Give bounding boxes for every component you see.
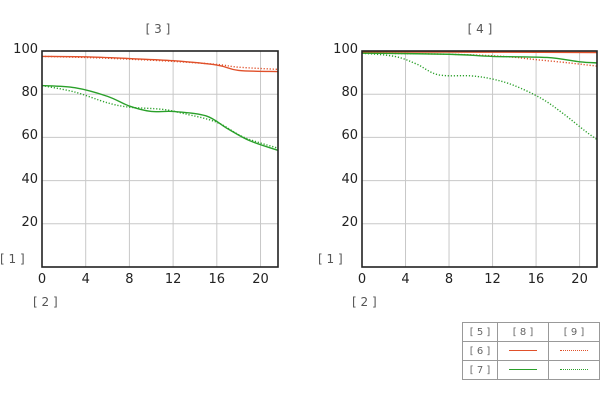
x-tick-label: 12 [164,272,182,287]
series-line [361,51,598,54]
series-line [41,84,279,149]
legend-header-cell: [ 9 ] [548,322,600,342]
y-tick-label: 100 [333,42,358,57]
legend-row-label: [ 6 ] [462,341,498,361]
series-line [361,52,598,64]
red-solid-swatch-icon [509,350,537,351]
x-tick-label: 4 [401,272,410,287]
y-tick-label: 60 [341,128,358,144]
plot-frame [361,50,598,268]
x-tick-label: 16 [527,272,545,287]
y-tick-label: 80 [21,85,38,101]
x-tick-label: 12 [484,272,501,287]
y-tick-label: 60 [21,128,38,144]
x-tick-label: 8 [444,272,454,287]
legend-swatch-cell [548,360,600,380]
x-axis-label: [ 2 ] [352,295,377,309]
y-tick-label: 40 [21,171,38,187]
y-tick-label: 100 [13,42,38,57]
legend-swatch-cell [497,360,549,380]
chart-title: [ 4 ] [467,22,493,36]
legend-header-cell: [ 8 ] [497,322,549,342]
red-dotted-swatch-icon [560,350,588,351]
y-tick-label: 40 [341,171,358,187]
legend-table: [ 5 ] [ 8 ] [ 9 ] [ 6 ] [ 7 ] [462,322,600,380]
green-dotted-swatch-icon [560,369,588,370]
legend-row: [ 7 ] [462,360,600,380]
x-tick-label: 4 [81,272,90,287]
legend-row: [ 6 ] [462,341,600,361]
x-tick-label: 8 [125,272,134,287]
y-tick-label: 20 [341,214,358,230]
x-tick-label: 16 [208,272,226,287]
y-axis-label: [ 1 ] [318,252,343,266]
y-tick-label: 80 [341,85,358,101]
plot-frame [41,50,279,268]
x-tick-label: 0 [357,272,367,287]
legend-swatch-cell [497,341,549,361]
legend-header-row: [ 5 ] [ 8 ] [ 9 ] [462,322,600,342]
legend-header-cell: [ 5 ] [462,322,498,342]
y-tick-label: 20 [21,214,38,230]
series-line [361,52,598,141]
legend-row-label: [ 7 ] [462,360,498,380]
x-tick-label: 20 [571,272,588,287]
y-axis-label: [ 1 ] [0,252,25,266]
green-solid-swatch-icon [509,369,537,370]
x-axis-label: [ 2 ] [33,295,58,309]
x-tick-label: 0 [37,272,47,287]
series-line [41,55,279,73]
x-tick-label: 20 [252,272,269,287]
legend-swatch-cell [548,341,600,361]
chart-title: [ 3 ] [145,22,171,36]
